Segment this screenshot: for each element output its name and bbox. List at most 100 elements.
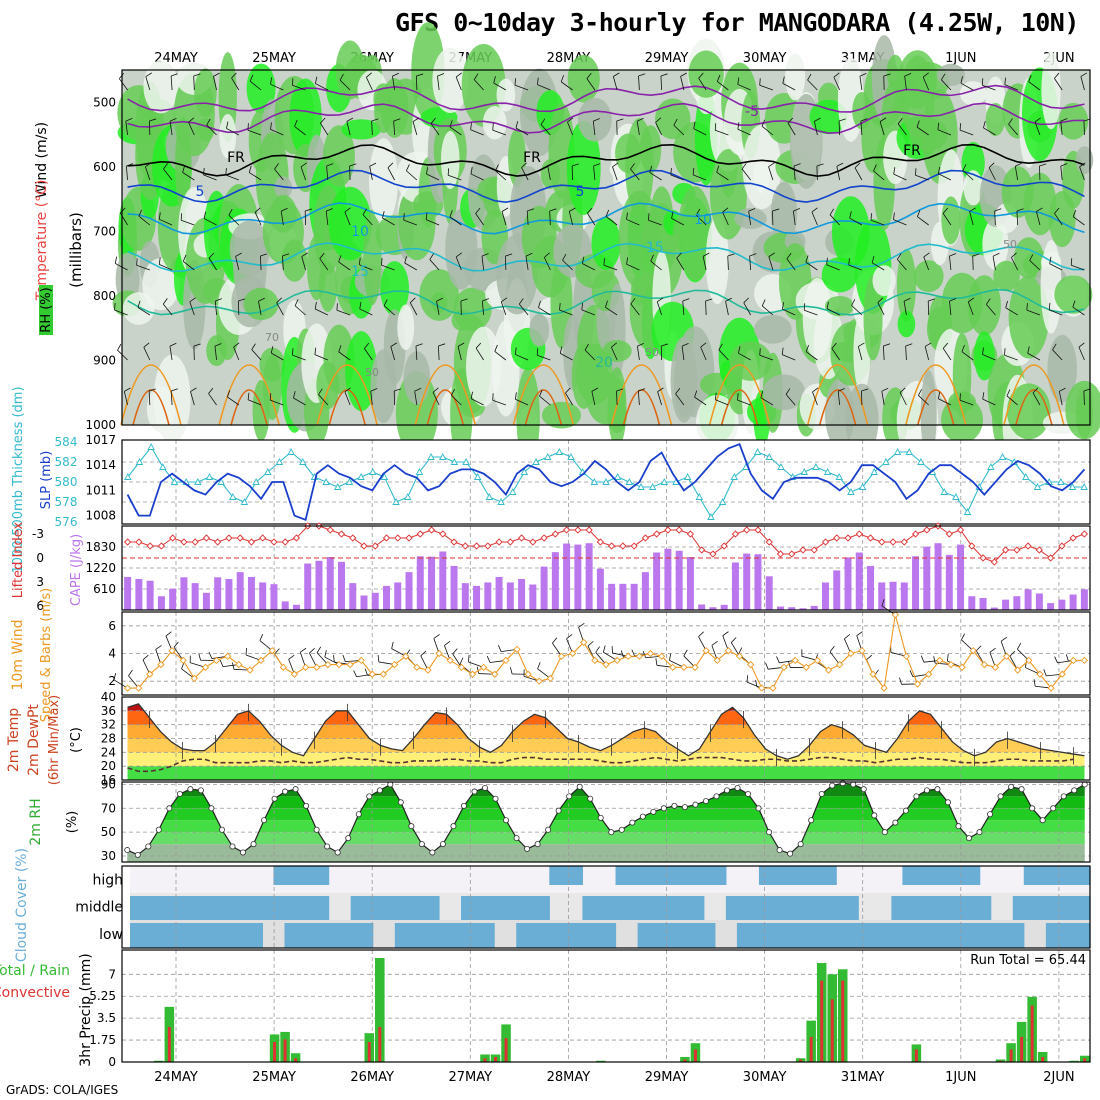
li-marker bbox=[866, 534, 875, 542]
wind-barb bbox=[711, 640, 718, 646]
xsec-wind-barb bbox=[495, 164, 499, 171]
wind-speed-marker bbox=[268, 647, 276, 655]
thickness-marker bbox=[1022, 473, 1030, 480]
xsec-wind-barb bbox=[326, 163, 334, 167]
xsec-wind-barb bbox=[829, 208, 835, 215]
precip-convective-bar bbox=[693, 1049, 697, 1062]
xsec-wind-barb bbox=[782, 354, 796, 361]
wind-speed-marker bbox=[580, 638, 588, 647]
cloud-cell bbox=[670, 866, 683, 885]
thickness-marker bbox=[334, 483, 342, 490]
xsec-wind-barb bbox=[170, 391, 173, 406]
xsec-wind-barb bbox=[292, 354, 306, 361]
rh-marker bbox=[639, 813, 646, 820]
wind-barb bbox=[765, 662, 769, 670]
xsec-rh-cell bbox=[453, 287, 492, 332]
xsec-wind-barb bbox=[430, 123, 440, 136]
precip-tick: 5.25 bbox=[89, 989, 116, 1003]
xsec-wind-barb bbox=[344, 387, 351, 393]
rh-marker bbox=[681, 804, 688, 811]
date-label-bottom: 27MAY bbox=[449, 1070, 493, 1085]
xsec-wind-barb bbox=[457, 346, 462, 361]
xsec-wind-barb bbox=[787, 117, 794, 124]
wind-barb bbox=[946, 654, 949, 662]
rh-contour-label: 50 bbox=[645, 346, 659, 359]
xsec-wind-barb bbox=[1026, 303, 1028, 311]
xsec-wind-barb bbox=[208, 387, 214, 394]
xsec-wind-barb bbox=[737, 84, 751, 91]
cloud-level-label: high bbox=[92, 873, 123, 889]
cloud-ylabel: Cloud Cover (%) bbox=[14, 848, 30, 962]
xsec-wind-barb bbox=[549, 208, 557, 212]
xsec-wind-barb bbox=[231, 77, 240, 91]
cloud-cell bbox=[946, 896, 959, 920]
wind-speed-marker bbox=[902, 652, 911, 660]
xsec-wind-barb bbox=[567, 121, 573, 136]
wind-speed-marker bbox=[535, 677, 543, 685]
xsec-wind-barb bbox=[626, 263, 640, 271]
temp-tick: 40 bbox=[101, 690, 116, 704]
xsec-rh-cell bbox=[591, 217, 621, 270]
xsec-wind-barb bbox=[717, 81, 729, 91]
xsec-wind-barb bbox=[158, 212, 161, 220]
xsec-wind-barb bbox=[656, 301, 663, 316]
cape-bar bbox=[641, 572, 649, 610]
cloud-cell bbox=[781, 923, 793, 948]
thickness-marker bbox=[403, 493, 412, 500]
xsec-wind-barb bbox=[983, 127, 996, 136]
xsec-wind-barb bbox=[475, 347, 484, 361]
xsec-wind-barb bbox=[125, 121, 128, 136]
xsec-wind-barb bbox=[543, 257, 551, 271]
cape-bar bbox=[821, 582, 829, 610]
wind-barb bbox=[1000, 636, 1008, 642]
wind-barb bbox=[899, 677, 902, 685]
xsec-wind-barb bbox=[722, 207, 729, 213]
xsec-wind-barb bbox=[700, 342, 707, 348]
xsec-wind-barb bbox=[836, 162, 844, 167]
xsec-rh-cell bbox=[369, 138, 398, 224]
xsec-wind-barb bbox=[565, 387, 571, 394]
xsec-wind-barb bbox=[293, 397, 306, 406]
isotherm-label: -5 bbox=[745, 104, 759, 120]
thickness-marker bbox=[823, 468, 832, 475]
li-marker bbox=[360, 542, 368, 550]
xsec-wind-barb bbox=[1016, 208, 1024, 212]
rh-marker bbox=[261, 817, 268, 824]
xsec-rh-cell bbox=[328, 186, 372, 261]
xsec-wind-barb bbox=[560, 75, 564, 83]
xsec-wind-barb bbox=[682, 301, 685, 316]
wind-barb bbox=[391, 641, 394, 649]
xsec-wind-barb bbox=[1006, 389, 1011, 397]
xsec-wind-barb bbox=[559, 346, 563, 354]
cloud-cell bbox=[692, 896, 705, 920]
xsec-wind-barb bbox=[1004, 354, 1018, 361]
xsec-wind-barb bbox=[741, 163, 747, 170]
cloud-cell bbox=[427, 896, 440, 920]
precip-convective-bar bbox=[1030, 1005, 1034, 1062]
xsec-wind-barb bbox=[793, 208, 800, 212]
xsec-wind-barb bbox=[833, 77, 841, 91]
cloud-cell bbox=[141, 896, 153, 920]
wind-speed-marker bbox=[958, 663, 966, 671]
xsec-rh-cell bbox=[754, 315, 792, 344]
xsec-wind-barb bbox=[982, 84, 996, 91]
rh-marker bbox=[271, 795, 278, 802]
xsec-wind-barb bbox=[214, 301, 217, 316]
wind-speed-marker bbox=[301, 663, 310, 671]
cloud-cell bbox=[615, 896, 628, 920]
xsec-wind-barb bbox=[1059, 387, 1066, 392]
wind-speed-marker bbox=[335, 660, 343, 669]
xsec-wind-barb bbox=[782, 302, 784, 310]
xsec-wind-barb bbox=[961, 351, 974, 361]
xsec-wind-barb bbox=[805, 255, 809, 263]
xsec-wind-barb bbox=[942, 342, 949, 349]
xsec-wind-barb bbox=[759, 348, 761, 356]
cloud-cell bbox=[814, 866, 826, 885]
xsec-wind-barb bbox=[727, 253, 735, 257]
xsec-rh-cell bbox=[896, 248, 916, 322]
xsec-wind-barb bbox=[539, 395, 551, 406]
thickness-tick: 584 bbox=[55, 435, 78, 449]
xsec-wind-barb bbox=[366, 72, 372, 78]
xsec-wind-barb bbox=[1078, 346, 1085, 361]
cloud-cell bbox=[339, 923, 352, 948]
